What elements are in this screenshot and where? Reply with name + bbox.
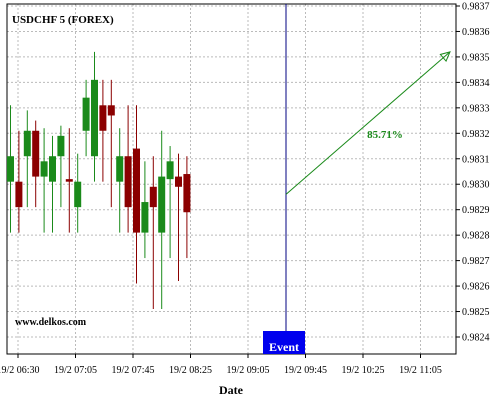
candle-down [124,156,132,208]
y-tick-label: 0.9826 [462,282,490,293]
candle-down [149,186,157,208]
candle-up [57,135,65,157]
candle-up [166,161,174,180]
x-tick-label: 19/2 09:05 [226,365,269,376]
projection-arrowhead [439,51,451,62]
x-tick-label: 19/2 11:05 [399,365,442,376]
candles [7,51,191,309]
candle-up [40,161,48,177]
y-tick-label: 0.9836 [462,27,490,38]
chart-title: USDCHF 5 (FOREX) [12,14,114,26]
candle-down [107,105,115,116]
event-marker [263,331,305,354]
candle-up [74,181,82,208]
grid-lines [7,4,456,354]
x-tick-label: 19/2 09:45 [284,365,327,376]
candle-up [141,202,149,233]
candle-up [23,130,31,157]
y-axis: 0.9824 0.9825 0.9826 0.9827 0.9828 0.9829 0.98… [456,2,490,344]
candle-down [32,130,40,177]
candle-down [133,148,140,233]
y-tick-label: 0.9832 [462,129,490,140]
projection-arrow [285,51,451,195]
event-label: Event [269,340,299,354]
y-tick-label: 0.9837 [462,2,490,13]
candle-down [65,179,73,182]
y-tick-label: 0.9825 [462,307,490,318]
x-tick-label: 19/2 08:25 [169,365,212,376]
y-tick-label: 0.9828 [462,231,490,242]
x-tick-label: 19/2 07:45 [111,365,154,376]
projection-line [285,51,451,195]
y-tick-label: 0.9827 [462,256,490,267]
candle-up [91,79,98,157]
x-tick-label: 19/2 10:25 [341,365,384,376]
y-tick-label: 0.9830 [462,180,490,191]
x-tick-label: 19/2 07:05 [54,365,97,376]
candle-up [82,97,90,131]
y-tick-label: 0.9824 [462,333,490,344]
candle-down [15,181,23,208]
candle-up [7,156,14,182]
candle-up [49,156,56,182]
credit-text: www.delkos.com [15,317,87,328]
candle-up [158,176,166,233]
y-tick-label: 0.9831 [462,154,490,165]
candle-down [183,174,191,213]
y-tick-label: 0.9829 [462,205,490,216]
candle-up [116,156,124,182]
y-tick-label: 0.9835 [462,52,490,63]
y-tick-label: 0.9834 [462,78,490,89]
candle-down [175,176,182,187]
projection-percent: 85.71% [367,129,403,141]
x-axis: 19/2 06:30 19/2 07:05 19/2 07:45 19/2 08:25… [0,354,442,376]
y-tick-label: 0.9833 [462,103,490,114]
candle-down [99,105,107,131]
x-tick-label: 19/2 06:30 [0,365,40,376]
x-axis-label: Date [219,383,244,397]
